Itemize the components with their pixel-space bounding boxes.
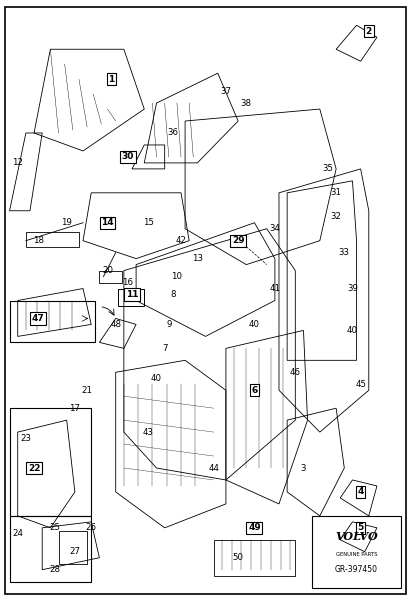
Text: 40: 40 [151, 374, 162, 383]
Text: 10: 10 [171, 272, 182, 281]
Text: 12: 12 [12, 159, 23, 168]
Text: 14: 14 [101, 218, 114, 227]
Text: 2: 2 [366, 27, 372, 36]
Bar [26, 232, 79, 246]
Bar [99, 270, 122, 282]
Text: 39: 39 [347, 284, 358, 293]
Text: 41: 41 [269, 284, 280, 293]
Text: 18: 18 [32, 236, 44, 245]
Text: 46: 46 [290, 368, 301, 377]
Text: 20: 20 [102, 266, 113, 275]
Text: GR-397450: GR-397450 [335, 565, 378, 574]
Text: 8: 8 [170, 290, 175, 299]
Text: 19: 19 [61, 218, 72, 227]
Text: 35: 35 [323, 165, 333, 174]
Text: 24: 24 [12, 529, 23, 538]
Text: 43: 43 [143, 427, 154, 436]
Text: 29: 29 [232, 236, 245, 245]
Text: 9: 9 [166, 320, 171, 329]
Text: 45: 45 [355, 380, 366, 389]
Text: 4: 4 [358, 487, 364, 496]
Text: 26: 26 [86, 523, 97, 532]
Text: 33: 33 [339, 248, 350, 257]
Text: 28: 28 [49, 565, 60, 574]
Text: 50: 50 [233, 554, 244, 563]
Text: 38: 38 [241, 99, 252, 108]
Bar [9, 516, 91, 582]
Text: 23: 23 [21, 433, 31, 442]
Bar [118, 288, 144, 307]
Text: 47: 47 [32, 314, 44, 323]
Text: 15: 15 [143, 218, 154, 227]
Text: 6: 6 [252, 386, 258, 395]
Text: 16: 16 [122, 278, 134, 287]
Text: 32: 32 [330, 212, 342, 221]
Text: 36: 36 [167, 129, 178, 138]
Text: 44: 44 [208, 463, 219, 472]
Text: 13: 13 [192, 254, 203, 263]
Text: 27: 27 [69, 548, 81, 557]
Text: 48: 48 [110, 320, 121, 329]
Text: 11: 11 [126, 290, 138, 299]
Text: 17: 17 [69, 404, 81, 413]
Text: GENUINE PARTS: GENUINE PARTS [336, 552, 377, 557]
Text: VOLVO: VOLVO [335, 531, 378, 542]
Text: 31: 31 [330, 188, 342, 197]
Bar [9, 408, 91, 516]
Bar [9, 300, 95, 343]
Text: 1: 1 [109, 75, 115, 84]
Text: 25: 25 [49, 523, 60, 532]
Bar [58, 531, 87, 564]
Text: 7: 7 [162, 344, 167, 353]
Text: 34: 34 [269, 224, 280, 233]
Text: 49: 49 [248, 523, 261, 532]
Text: 5: 5 [358, 523, 364, 532]
Text: 42: 42 [175, 236, 187, 245]
Text: 37: 37 [220, 87, 231, 96]
Text: 22: 22 [28, 463, 40, 472]
Text: 30: 30 [122, 153, 134, 162]
Text: 21: 21 [82, 386, 92, 395]
Bar [312, 516, 402, 588]
Text: 40: 40 [347, 326, 358, 335]
Text: 3: 3 [301, 463, 306, 472]
Text: 40: 40 [249, 320, 260, 329]
FancyBboxPatch shape [5, 7, 406, 594]
